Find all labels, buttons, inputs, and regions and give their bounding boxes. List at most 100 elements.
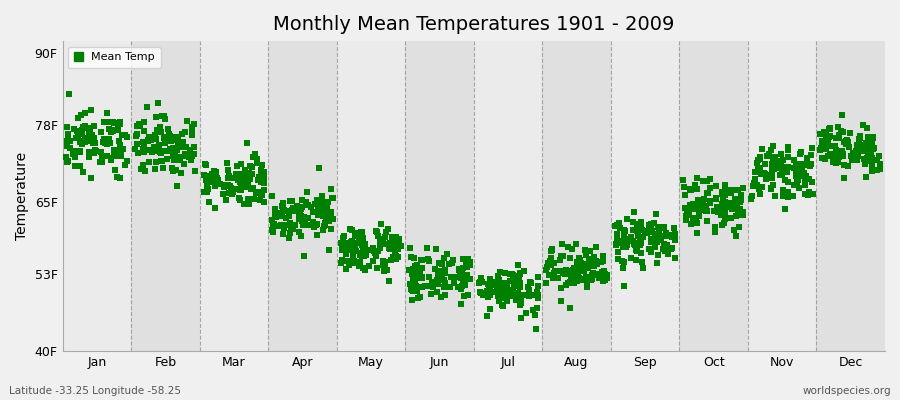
Point [587, 258, 601, 265]
Point [355, 250, 369, 257]
Point [835, 148, 850, 154]
Point [644, 221, 658, 227]
Point [837, 175, 851, 181]
Point [316, 201, 330, 207]
Point [445, 260, 459, 266]
Point [165, 164, 179, 171]
Point [108, 167, 122, 174]
Point [644, 227, 659, 234]
Point [414, 284, 428, 290]
Point [592, 274, 607, 280]
Point [436, 254, 451, 261]
Point [703, 176, 717, 182]
Point [345, 227, 359, 233]
Point [753, 165, 768, 171]
Point [649, 239, 663, 245]
Point [97, 136, 112, 142]
Point [130, 131, 144, 138]
Point [864, 157, 878, 163]
Point [780, 194, 795, 200]
Point [203, 178, 218, 185]
Point [383, 246, 398, 252]
Point [616, 240, 630, 246]
Point [491, 281, 506, 287]
Point [531, 274, 545, 280]
Point [437, 267, 452, 273]
Point [434, 294, 448, 300]
Point [577, 262, 591, 268]
Point [250, 160, 265, 167]
Point [325, 195, 339, 202]
Point [836, 152, 850, 159]
Point [702, 185, 716, 191]
Point [695, 202, 709, 209]
Point [148, 159, 163, 165]
Point [564, 278, 579, 285]
Point [220, 167, 235, 173]
Point [240, 201, 255, 208]
Point [389, 255, 403, 261]
Point [290, 203, 304, 210]
Point [630, 248, 644, 254]
Point [793, 151, 807, 157]
Point [609, 222, 624, 228]
Point [718, 199, 733, 205]
Point [241, 170, 256, 176]
Point [748, 169, 762, 175]
Point [628, 240, 643, 246]
Point [453, 272, 467, 278]
Point [562, 270, 576, 276]
Point [240, 196, 255, 203]
Point [864, 141, 878, 147]
Point [116, 146, 130, 152]
Point [168, 134, 183, 141]
Point [346, 253, 360, 260]
Point [610, 231, 625, 238]
Point [403, 254, 418, 260]
Point [760, 152, 775, 159]
Point [376, 236, 391, 242]
Point [696, 205, 710, 211]
Point [208, 204, 222, 211]
Point [111, 124, 125, 131]
Point [428, 278, 443, 285]
Point [168, 137, 183, 143]
Point [76, 169, 90, 176]
Point [766, 142, 780, 149]
Point [69, 128, 84, 134]
Point [310, 220, 324, 227]
Point [651, 260, 665, 267]
Point [232, 194, 247, 201]
Point [235, 181, 249, 187]
Point [472, 289, 487, 296]
Point [495, 291, 509, 298]
Point [768, 192, 782, 199]
Point [800, 155, 814, 162]
Point [404, 286, 419, 292]
Point [196, 172, 211, 178]
Point [160, 156, 175, 162]
Point [700, 190, 715, 196]
Point [155, 158, 169, 164]
Point [598, 271, 612, 278]
Point [834, 111, 849, 118]
Point [243, 163, 257, 169]
Point [608, 242, 623, 248]
Point [62, 91, 77, 97]
Point [151, 142, 166, 148]
Point [630, 224, 644, 230]
Point [512, 283, 526, 290]
Point [184, 132, 199, 138]
Point [432, 268, 446, 274]
Point [346, 258, 360, 264]
Point [491, 290, 505, 297]
Point [130, 133, 144, 139]
Point [724, 201, 738, 208]
Point [188, 168, 202, 174]
Point [483, 292, 498, 298]
Point [795, 164, 809, 170]
Point [233, 170, 248, 177]
Point [567, 265, 581, 271]
Point [491, 277, 506, 283]
Point [828, 146, 842, 153]
